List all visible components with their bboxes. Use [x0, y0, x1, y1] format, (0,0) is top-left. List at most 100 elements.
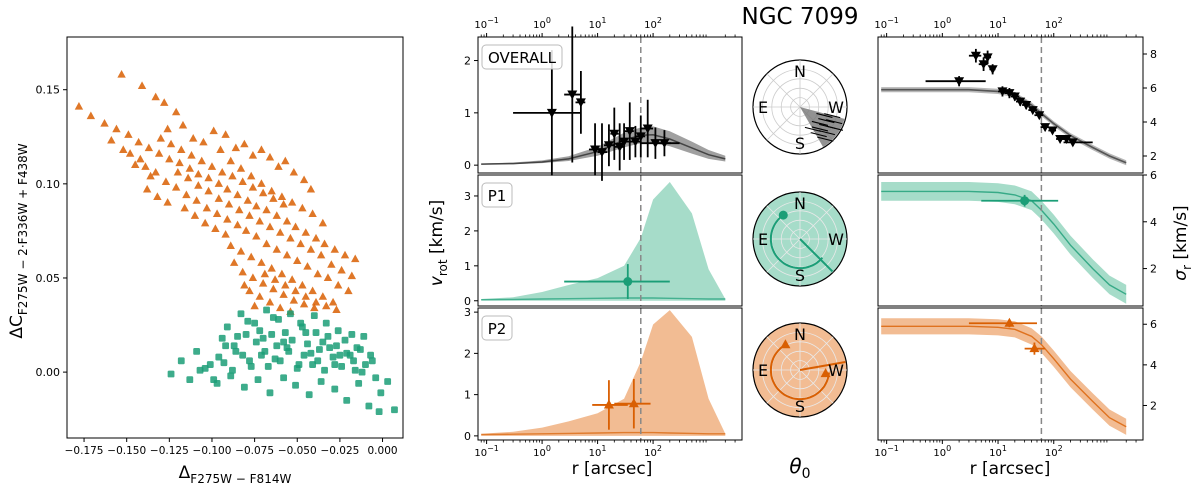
p2-point [299, 299, 309, 308]
tick-base: 10 [874, 448, 887, 459]
p1-point [322, 319, 330, 327]
p1-point [372, 374, 380, 382]
p2-sigma-point [1029, 343, 1040, 353]
p2-point [277, 269, 287, 278]
p2-point [240, 139, 249, 148]
p2-point [178, 120, 188, 129]
compass-e: E [758, 361, 768, 380]
p2-point [245, 286, 254, 295]
p1-point [351, 366, 359, 374]
p1-point [365, 402, 373, 410]
p2-point [318, 292, 328, 300]
p2-point [262, 205, 271, 214]
p2-point [298, 203, 307, 212]
compass-w: W [828, 361, 844, 380]
cm-ytick-label: 0.00 [36, 366, 61, 379]
cm-xtick-label: −0.100 [193, 445, 232, 457]
sigma-xlabel: r [arcsec] [970, 459, 1051, 479]
overall-sigma-point [1004, 89, 1015, 99]
p1-point [239, 351, 247, 359]
polar-gridspoke [799, 73, 834, 108]
vrot-ylabel-main: v [427, 275, 447, 286]
tick-base: 10 [533, 20, 546, 31]
p1-point [218, 334, 226, 342]
rot-ytick-label: 0 [464, 295, 471, 308]
compass-s: S [795, 266, 805, 285]
overall-rot-point [630, 137, 641, 147]
cm-xlabel-sub: F275W − F814W [190, 472, 291, 486]
sigma-bottom-xtick-label: 10−1 [874, 444, 899, 459]
overall-angle-point [817, 136, 834, 142]
p2-point [245, 211, 254, 219]
rot-ytick-label: 2 [464, 225, 471, 238]
p2-point [183, 173, 193, 182]
p2-point [226, 156, 235, 165]
p2-model-line [481, 431, 726, 436]
p2-point [248, 273, 258, 281]
polar-axis-label-main: θ [789, 454, 801, 478]
p1-point [254, 376, 262, 384]
tick-exponent: −1 [487, 444, 499, 453]
p2-point [236, 247, 246, 255]
p2-point [137, 81, 147, 89]
polar-gridspoke [799, 336, 834, 371]
sigma-ytick-label: 4 [1150, 216, 1157, 229]
rot-panel-label: P1 [488, 187, 507, 205]
p2-point [301, 292, 310, 300]
p1-angle-line [799, 238, 834, 273]
rot-ytick-label: 0 [464, 430, 471, 443]
overall-rot-point [635, 132, 646, 142]
overall-angle-point [818, 118, 835, 124]
p2-point [322, 301, 331, 310]
p2-point [258, 279, 268, 287]
p1-rot-point [623, 277, 633, 287]
sigma-ytick-label: 2 [1150, 150, 1157, 163]
p2-point [275, 228, 285, 236]
sigma-ylabel-main: σ [1171, 269, 1191, 281]
p2-point [252, 231, 261, 240]
p2-point [298, 280, 307, 289]
tick-base: 10 [1045, 448, 1058, 459]
p2-point [189, 134, 198, 142]
p1-point [343, 349, 351, 357]
sigma-ytick-label: 6 [1150, 318, 1157, 331]
p1-point [234, 332, 241, 340]
p2-point [171, 107, 181, 116]
p1-point [232, 347, 240, 355]
sigma-ytick-label: 6 [1150, 82, 1157, 95]
p1-point [242, 331, 250, 338]
rot-frame [477, 307, 743, 441]
p2-point [279, 290, 288, 298]
p2-point [257, 145, 266, 153]
p2-point [233, 220, 242, 229]
sigma-top-xtick-label: 100 [933, 16, 951, 31]
p1-point [283, 344, 291, 352]
tick-exponent: 0 [946, 16, 951, 25]
sigma-top-xtick-label: 101 [989, 16, 1007, 31]
rot-ytick-label: 0 [464, 159, 471, 172]
p2-point [318, 218, 328, 227]
polar-gridspoke [766, 73, 801, 108]
p2-point [144, 143, 154, 152]
p2-point [131, 160, 140, 169]
overall-sigma-point [1021, 101, 1032, 110]
rot-top-xtick-label: 100 [533, 16, 551, 31]
cm-xtick-label: 0.000 [368, 445, 398, 457]
polar-gridspoke [799, 369, 834, 404]
p1-model-band [481, 182, 726, 301]
tick-base: 10 [474, 448, 487, 459]
p2-point [136, 154, 145, 163]
p2-point [274, 162, 283, 170]
overall-sigma-point [982, 53, 993, 63]
p1-sigma-point [1020, 196, 1030, 206]
p1-point [252, 338, 260, 346]
sigma-ylabel-unit: [km/s] [1171, 205, 1191, 265]
p2-point [306, 245, 316, 253]
p2-point [207, 162, 217, 170]
p1-point [229, 366, 236, 374]
p2-point [282, 250, 292, 259]
p1-point [247, 363, 255, 370]
p2-point [221, 130, 230, 138]
p2-point [223, 215, 232, 223]
